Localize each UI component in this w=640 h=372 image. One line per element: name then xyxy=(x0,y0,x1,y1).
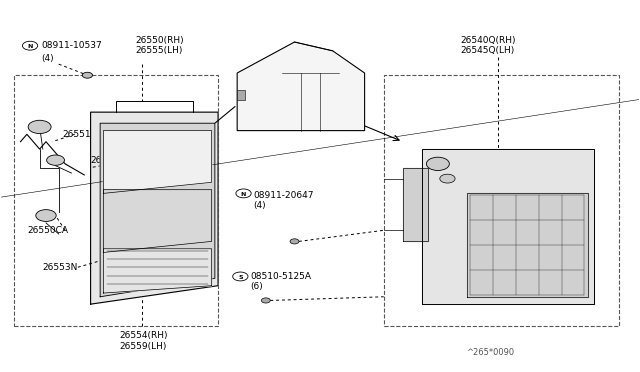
Text: 26554(RH): 26554(RH) xyxy=(119,331,168,340)
Text: 26540Q(RH): 26540Q(RH) xyxy=(460,36,516,45)
Circle shape xyxy=(22,41,38,50)
Circle shape xyxy=(290,239,299,244)
Polygon shape xyxy=(103,131,212,193)
Text: 26550C: 26550C xyxy=(91,155,125,165)
Text: S: S xyxy=(238,275,243,280)
Text: ^265*0090: ^265*0090 xyxy=(467,348,515,357)
Text: 26551: 26551 xyxy=(62,130,90,139)
Circle shape xyxy=(28,120,51,134)
Polygon shape xyxy=(91,112,218,304)
Polygon shape xyxy=(103,249,212,293)
Text: 08911-10537: 08911-10537 xyxy=(41,41,102,50)
Circle shape xyxy=(233,272,248,281)
Circle shape xyxy=(36,210,56,221)
Text: 26545Q(LH): 26545Q(LH) xyxy=(460,46,515,55)
Polygon shape xyxy=(100,123,215,297)
Text: 08911-20647: 08911-20647 xyxy=(253,191,314,200)
Bar xyxy=(14,75,218,326)
Polygon shape xyxy=(103,190,212,253)
Text: (4): (4) xyxy=(253,201,266,210)
Text: 26550(RH): 26550(RH) xyxy=(135,36,184,45)
Text: (4): (4) xyxy=(41,54,54,63)
Polygon shape xyxy=(237,42,365,131)
Text: 26553N: 26553N xyxy=(43,263,78,272)
Bar xyxy=(237,90,245,100)
Circle shape xyxy=(83,72,93,78)
Polygon shape xyxy=(422,149,594,304)
Text: 26559(LH): 26559(LH) xyxy=(119,342,166,351)
Polygon shape xyxy=(467,193,588,297)
Circle shape xyxy=(426,157,449,170)
Text: (6): (6) xyxy=(250,282,262,291)
Text: 08510-5125A: 08510-5125A xyxy=(250,272,311,281)
Text: N: N xyxy=(28,44,33,49)
Circle shape xyxy=(47,155,65,165)
Circle shape xyxy=(261,298,270,303)
Circle shape xyxy=(440,174,455,183)
Bar xyxy=(384,75,620,326)
Text: 26550CA: 26550CA xyxy=(27,226,68,235)
Polygon shape xyxy=(403,167,428,241)
Text: N: N xyxy=(241,192,246,197)
Text: 26543M: 26543M xyxy=(409,226,445,235)
Circle shape xyxy=(236,189,251,198)
Text: 26555(LH): 26555(LH) xyxy=(135,46,182,55)
Text: 26540J: 26540J xyxy=(531,155,561,165)
